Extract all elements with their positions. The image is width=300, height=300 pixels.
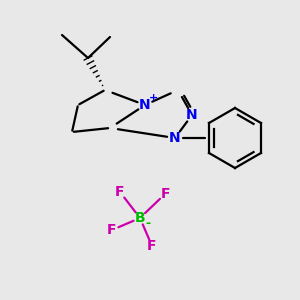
Text: N: N [169, 131, 181, 145]
Text: +: + [149, 93, 159, 103]
Text: F: F [147, 239, 157, 253]
Text: N: N [186, 108, 198, 122]
Text: B: B [135, 211, 145, 225]
Text: F: F [160, 187, 170, 201]
Text: N: N [139, 98, 151, 112]
Text: -: - [146, 217, 151, 230]
Text: F: F [107, 223, 117, 237]
Text: F: F [115, 185, 125, 199]
